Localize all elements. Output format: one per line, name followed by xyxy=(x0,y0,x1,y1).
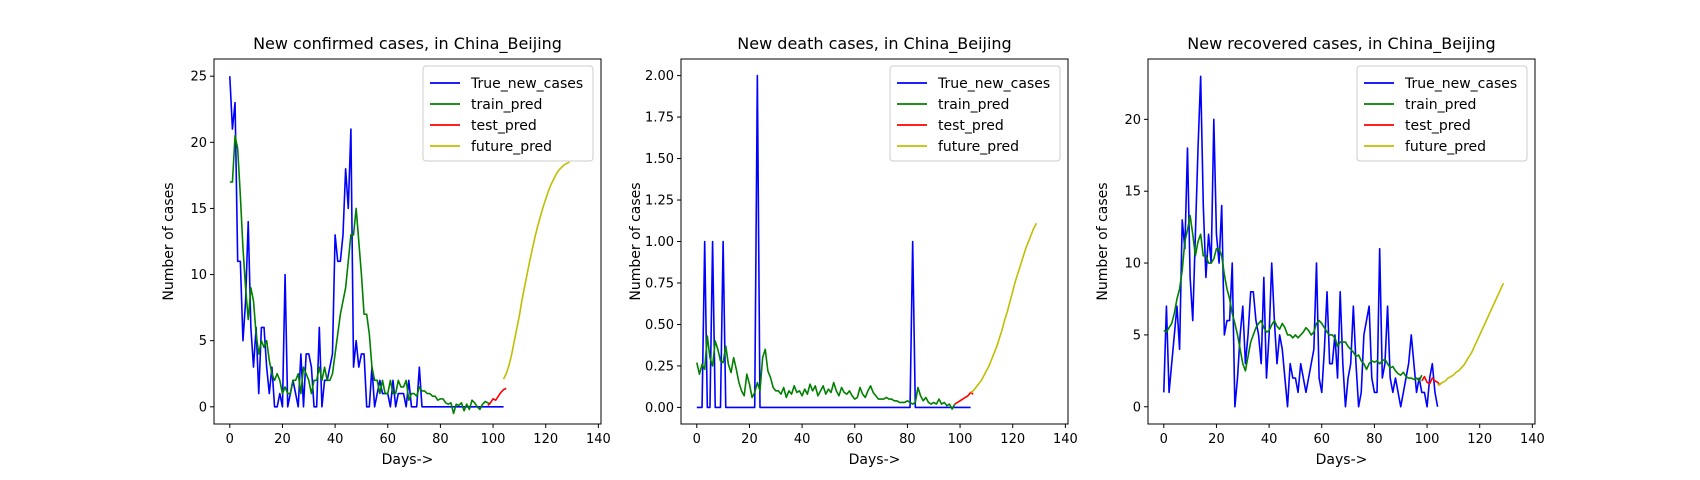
series-line-future-pred xyxy=(1437,282,1505,386)
legend-entry-label: test_pred xyxy=(1405,118,1471,134)
legend-entry-label: train_pred xyxy=(1405,97,1476,113)
legend-entry-label: future_pred xyxy=(938,139,1019,155)
x-tick-label: 60 xyxy=(1313,432,1330,447)
x-axis-label: Days-> xyxy=(1316,452,1368,468)
legend: True_new_cases train_pred test_pred future_… xyxy=(422,65,594,162)
y-tick-label: 5 xyxy=(199,334,207,349)
legend: True_new_cases train_pred test_pred future_… xyxy=(1356,65,1528,162)
x-tick-label: 80 xyxy=(432,432,449,447)
series-line-true-new-cases xyxy=(1163,75,1439,408)
series-line-test-pred xyxy=(954,391,974,405)
y-axis-label: Number of cases xyxy=(628,182,644,300)
x-tick-label: 120 xyxy=(1467,432,1492,447)
y-tick-label: 0.50 xyxy=(645,318,674,333)
x-tick-label: 40 xyxy=(794,432,811,447)
y-tick-label: 15 xyxy=(190,202,207,217)
x-axis-label: Days-> xyxy=(382,452,434,468)
series-line-true-new-cases xyxy=(696,74,971,409)
y-tick-label: 5 xyxy=(1133,328,1141,343)
y-tick-label: 0 xyxy=(199,400,207,415)
y-tick-label: 0.75 xyxy=(645,276,674,291)
series-line-train-pred xyxy=(1163,214,1423,382)
x-tick-label: 100 xyxy=(948,432,973,447)
y-tick-label: 1.50 xyxy=(645,152,674,167)
x-tick-label: 20 xyxy=(1208,432,1225,447)
series-line-future-pred xyxy=(502,161,570,380)
chart-panel-1: 0 20 40 60 80 100 120 140 0 5 10 15 20 25 New confirme… xyxy=(161,34,611,468)
y-tick-label: 0.25 xyxy=(645,359,674,374)
y-axis-label: Number of cases xyxy=(1095,182,1111,300)
legend: True_new_cases train_pred test_pred future_… xyxy=(889,65,1061,162)
x-tick-label: 20 xyxy=(741,432,758,447)
x-tick-label: 140 xyxy=(1520,432,1545,447)
y-tick-label: 20 xyxy=(1124,113,1141,128)
y-axis-label: Number of cases xyxy=(161,182,177,300)
legend-box xyxy=(889,65,1061,162)
x-tick-label: 80 xyxy=(1366,432,1383,447)
x-tick-label: 40 xyxy=(1261,432,1278,447)
series-line-train-pred xyxy=(229,134,491,415)
series-line-future-pred xyxy=(970,222,1038,394)
legend-entry-label: train_pred xyxy=(938,97,1009,113)
y-tick-label: 1.00 xyxy=(645,235,674,250)
y-tick-label: 15 xyxy=(1124,185,1141,200)
y-tick-label: 10 xyxy=(1124,257,1141,272)
y-tick-label: 0 xyxy=(1133,400,1141,415)
series-line-train-pred xyxy=(696,335,956,410)
x-tick-label: 100 xyxy=(1415,432,1440,447)
legend-entry-label: True_new_cases xyxy=(470,76,583,92)
x-tick-label: 100 xyxy=(481,432,506,447)
x-tick-label: 60 xyxy=(379,432,396,447)
legend-entry-label: train_pred xyxy=(471,97,542,113)
legend-entry-label: test_pred xyxy=(938,118,1004,134)
y-tick-label: 20 xyxy=(190,136,207,151)
legend-entry-label: True_new_cases xyxy=(1404,76,1517,92)
series-line-true-new-cases xyxy=(229,76,504,408)
y-tick-label: 25 xyxy=(190,70,207,85)
legend-box xyxy=(1356,65,1528,162)
y-tick-label: 1.25 xyxy=(645,194,674,209)
x-tick-label: 0 xyxy=(1160,432,1168,447)
x-tick-label: 0 xyxy=(226,432,234,447)
y-tick-label: 10 xyxy=(190,268,207,283)
y-tick-label: 0.00 xyxy=(645,401,674,416)
series-line-test-pred xyxy=(1421,375,1441,386)
chart-title: New recovered cases, in China_Beijing xyxy=(1187,34,1495,54)
legend-entry-label: True_new_cases xyxy=(937,76,1050,92)
plot-frame xyxy=(1147,58,1536,425)
legend-entry-label: test_pred xyxy=(471,118,537,134)
chart-panel-3: 0 20 40 60 80 100 120 140 0 5 10 15 20 New recovered … xyxy=(1095,34,1545,468)
x-tick-label: 60 xyxy=(846,432,863,447)
legend-entry-label: future_pred xyxy=(471,139,552,155)
chart-panel-2: 0 20 40 60 80 100 120 140 0.00 0.25 0.50 0.75 1.00 1.… xyxy=(628,34,1078,468)
x-tick-label: 120 xyxy=(1000,432,1025,447)
legend-entry-label: future_pred xyxy=(1405,139,1486,155)
x-tick-label: 80 xyxy=(899,432,916,447)
series-line-test-pred xyxy=(487,387,507,407)
x-axis-label: Days-> xyxy=(849,452,901,468)
x-tick-label: 120 xyxy=(533,432,558,447)
chart-title: New death cases, in China_Beijing xyxy=(737,34,1011,54)
x-tick-label: 0 xyxy=(693,432,701,447)
legend-box xyxy=(422,65,594,162)
x-tick-label: 140 xyxy=(1053,432,1078,447)
plot-frame xyxy=(213,58,602,425)
x-tick-label: 20 xyxy=(274,432,291,447)
x-tick-label: 40 xyxy=(327,432,344,447)
x-tick-label: 140 xyxy=(586,432,611,447)
chart-title: New confirmed cases, in China_Beijing xyxy=(253,34,562,54)
y-tick-label: 1.75 xyxy=(645,111,674,126)
y-tick-label: 2.00 xyxy=(645,69,674,84)
